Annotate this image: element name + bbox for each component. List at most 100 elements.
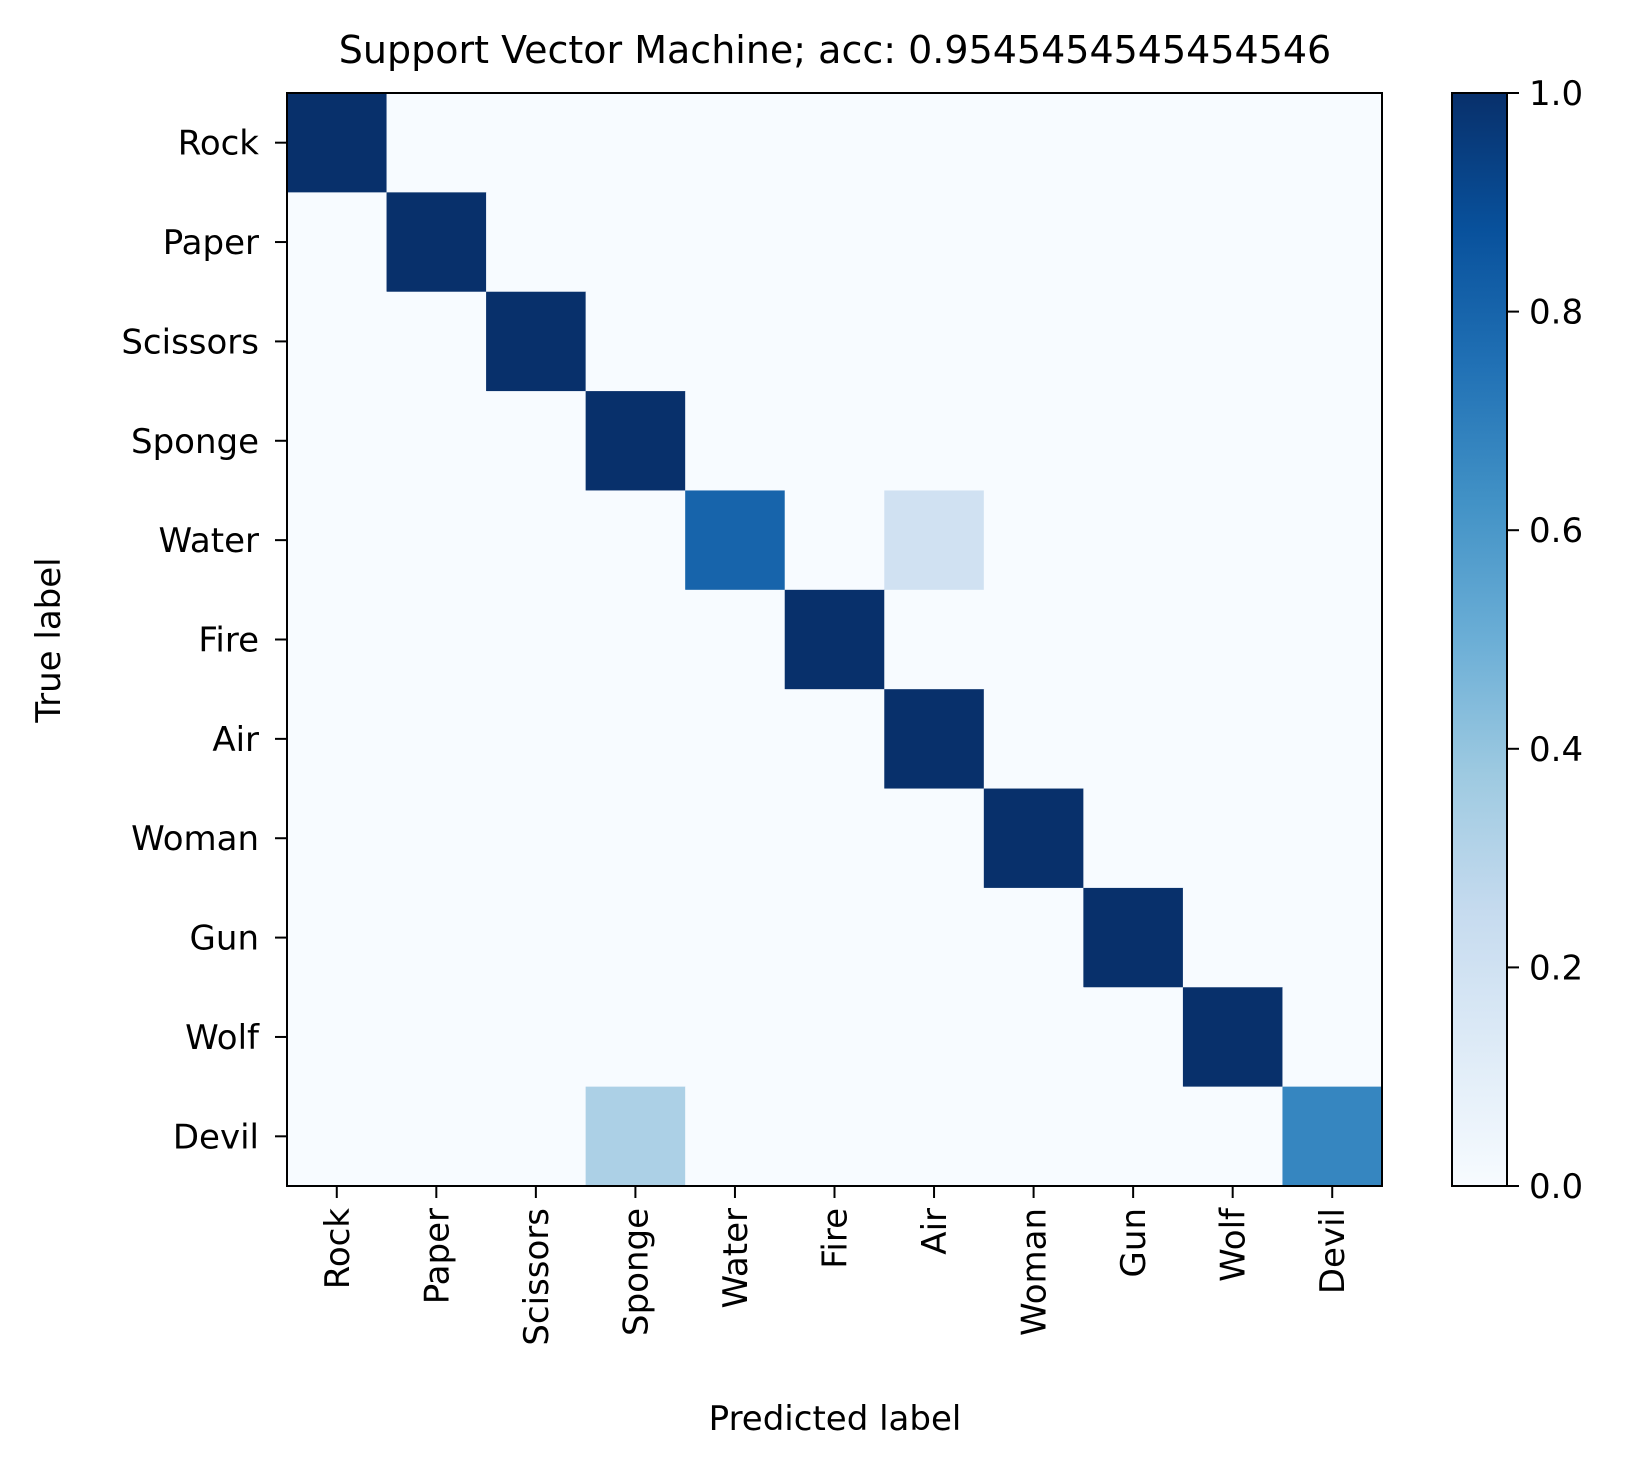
heatmap-cell-3-0 xyxy=(287,391,388,491)
heatmap-cell-0-6 xyxy=(884,93,985,193)
heatmap-cell-8-6 xyxy=(884,887,985,988)
y-tick-label: Scissors xyxy=(121,322,259,362)
heatmap-cell-10-7 xyxy=(983,1086,1084,1187)
heatmap-cell-9-8 xyxy=(1083,987,1184,1088)
heatmap-cell-9-9 xyxy=(1182,987,1283,1088)
x-tick-label: Wolf xyxy=(1214,1207,1254,1282)
heatmap-cell-10-10 xyxy=(1282,1086,1383,1187)
heatmap-cell-2-2 xyxy=(486,291,587,392)
heatmap-cell-2-4 xyxy=(685,291,786,392)
x-tick-label: Air xyxy=(915,1208,955,1255)
x-tick-label: Fire xyxy=(816,1208,856,1269)
x-axis-label: Predicted label xyxy=(709,1399,962,1439)
x-tick-label: Rock xyxy=(318,1208,358,1290)
heatmap-cell-10-3 xyxy=(585,1086,686,1187)
y-tick-label: Rock xyxy=(178,124,260,164)
heatmap-cell-8-10 xyxy=(1282,887,1383,988)
heatmap-cell-3-3 xyxy=(585,391,686,491)
colorbar-tick-label: 0.2 xyxy=(1529,948,1583,988)
heatmap-cell-1-8 xyxy=(1083,192,1184,293)
heatmap-cell-1-4 xyxy=(685,192,786,293)
heatmap-cell-4-7 xyxy=(983,490,1084,591)
chart-title: Support Vector Machine; acc: 0.954545454… xyxy=(339,28,1331,72)
heatmap-cell-1-2 xyxy=(486,192,587,293)
colorbar xyxy=(1451,92,1508,1187)
heatmap-cell-2-8 xyxy=(1083,291,1184,392)
heatmap-cell-6-9 xyxy=(1182,689,1283,790)
heatmap-cell-8-4 xyxy=(685,887,786,988)
heatmap-cell-2-9 xyxy=(1182,291,1283,392)
heatmap-cell-10-9 xyxy=(1182,1086,1283,1187)
heatmap-cell-9-2 xyxy=(486,987,587,1088)
heatmap-cell-8-0 xyxy=(287,887,388,988)
heatmap-cell-3-7 xyxy=(983,391,1084,491)
y-tick-label: Water xyxy=(158,521,259,561)
heatmap-cell-6-0 xyxy=(287,689,388,790)
y-tick-label: Sponge xyxy=(131,422,259,462)
heatmap-cell-4-0 xyxy=(287,490,388,591)
y-tick-label: Fire xyxy=(198,621,259,661)
heatmap-cell-0-5 xyxy=(784,93,885,193)
x-tick-label: Gun xyxy=(1114,1208,1154,1277)
heatmap-cell-10-6 xyxy=(884,1086,985,1187)
heatmap-cell-1-0 xyxy=(287,192,388,293)
heatmap-cell-2-3 xyxy=(585,291,686,392)
x-tick-label: Scissors xyxy=(517,1208,557,1346)
x-tick-label: Woman xyxy=(1015,1208,1055,1336)
heatmap-cell-2-7 xyxy=(983,291,1084,392)
heatmap-cell-0-4 xyxy=(685,93,786,193)
heatmap-cell-7-1 xyxy=(386,788,487,889)
heatmap-cell-0-1 xyxy=(386,93,487,193)
heatmap-cell-6-3 xyxy=(585,689,686,790)
heatmap-cell-5-6 xyxy=(884,589,985,690)
heatmap-cell-10-1 xyxy=(386,1086,487,1187)
y-tick-label: Paper xyxy=(163,223,259,263)
heatmap-cell-10-2 xyxy=(486,1086,587,1187)
heatmap-cell-7-8 xyxy=(1083,788,1184,889)
heatmap-cell-0-8 xyxy=(1083,93,1184,193)
y-axis: Rock Paper Scissors Sponge Water Fire Air Woman… xyxy=(121,124,287,1157)
heatmap-cell-6-7 xyxy=(983,689,1084,790)
y-tick-label: Air xyxy=(212,720,259,760)
heatmap-cell-3-9 xyxy=(1182,391,1283,491)
heatmap-cell-6-6 xyxy=(884,689,985,790)
heatmap-cell-5-9 xyxy=(1182,589,1283,690)
heatmap-cell-9-4 xyxy=(685,987,786,1088)
heatmap-cell-7-7 xyxy=(983,788,1084,889)
heatmap-cell-7-9 xyxy=(1182,788,1283,889)
heatmap-cell-1-9 xyxy=(1182,192,1283,293)
y-tick-label: Woman xyxy=(131,819,259,859)
heatmap-cell-0-10 xyxy=(1282,93,1383,193)
colorbar-tick-label: 0.4 xyxy=(1529,730,1583,770)
heatmap-cell-10-0 xyxy=(287,1086,388,1187)
heatmap-cell-6-8 xyxy=(1083,689,1184,790)
heatmap-cell-0-9 xyxy=(1182,93,1283,193)
heatmap-cell-5-8 xyxy=(1083,589,1184,690)
colorbar-axis: 0.0 0.2 0.4 0.6 0.8 1.0 xyxy=(1507,74,1583,1207)
heatmap-cell-2-6 xyxy=(884,291,985,392)
heatmap-cell-6-1 xyxy=(386,689,487,790)
heatmap-cell-5-4 xyxy=(685,589,786,690)
x-tick-label: Devil xyxy=(1313,1208,1353,1294)
heatmap-cell-1-1 xyxy=(386,192,487,293)
heatmap-cell-0-3 xyxy=(585,93,686,193)
heatmap-cell-6-2 xyxy=(486,689,587,790)
heatmap-cell-4-10 xyxy=(1282,490,1383,591)
heatmap-cell-4-6 xyxy=(884,490,985,591)
heatmap-cell-6-5 xyxy=(784,689,885,790)
heatmap-cell-5-7 xyxy=(983,589,1084,690)
heatmap-cell-2-10 xyxy=(1282,291,1383,392)
heatmap-cell-0-2 xyxy=(486,93,587,193)
y-tick-label: Devil xyxy=(173,1117,259,1157)
heatmap-cell-0-0 xyxy=(287,93,388,193)
y-tick-label: Gun xyxy=(190,919,259,959)
heatmap-cell-1-10 xyxy=(1282,192,1383,293)
heatmap-cell-3-6 xyxy=(884,391,985,491)
heatmap-cell-7-6 xyxy=(884,788,985,889)
heatmap-cell-5-2 xyxy=(486,589,587,690)
x-tick-label: Water xyxy=(716,1208,756,1309)
x-tick-label: Sponge xyxy=(616,1208,656,1336)
heatmap-cell-3-1 xyxy=(386,391,487,491)
heatmap-cell-8-1 xyxy=(386,887,487,988)
